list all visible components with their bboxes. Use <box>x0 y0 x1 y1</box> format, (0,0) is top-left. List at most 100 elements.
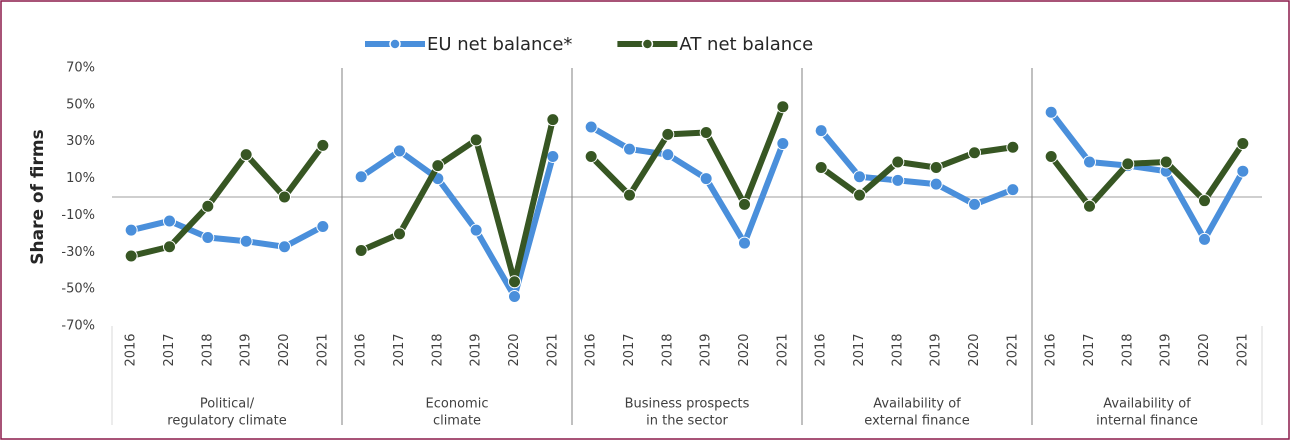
series-line <box>130 217 325 250</box>
group-label: Availability of <box>1103 397 1191 412</box>
marker <box>354 170 368 184</box>
marker <box>1083 155 1096 169</box>
marker <box>776 100 790 114</box>
marker <box>1083 199 1096 213</box>
marker <box>738 197 751 211</box>
marker <box>163 240 176 254</box>
x-tick-label: 2019 <box>239 333 254 366</box>
x-tick-label: 2021 <box>775 333 790 366</box>
legend-marker <box>641 38 654 50</box>
marker <box>1044 149 1058 163</box>
marker <box>431 159 445 173</box>
x-tick-label: 2018 <box>890 333 905 366</box>
marker <box>1006 183 1020 197</box>
marker <box>239 148 253 162</box>
marker <box>546 149 560 163</box>
marker <box>278 190 291 204</box>
marker <box>929 177 943 191</box>
x-tick-label: 2017 <box>162 333 177 366</box>
marker <box>584 120 598 134</box>
marker <box>393 227 406 241</box>
x-tick-label: 2021 <box>1005 333 1020 366</box>
x-tick-label: 2020 <box>277 333 292 366</box>
x-tick-label: 2018 <box>1120 333 1135 366</box>
y-axis-label: Share of firms <box>28 129 48 264</box>
marker <box>201 199 215 213</box>
marker <box>508 275 521 289</box>
marker <box>1236 137 1250 151</box>
x-tick-label: 2016 <box>1044 333 1059 366</box>
marker <box>623 188 636 202</box>
marker <box>814 124 828 138</box>
marker <box>853 170 866 184</box>
series-line <box>359 147 556 300</box>
marker <box>699 126 713 139</box>
marker <box>278 240 291 254</box>
series-line <box>1048 110 1246 243</box>
marker <box>546 113 560 127</box>
marker <box>738 236 751 250</box>
x-tick-label: 2021 <box>545 333 560 366</box>
marker <box>1198 232 1211 246</box>
marker <box>968 146 981 160</box>
marker <box>891 173 905 187</box>
marker <box>661 127 675 141</box>
x-tick-label: 2016 <box>584 333 599 366</box>
marker <box>316 138 330 152</box>
group-label: climate <box>433 414 481 429</box>
x-tick-label: 2017 <box>622 333 637 366</box>
marker <box>661 148 675 162</box>
x-tick-label: 2020 <box>737 333 752 366</box>
x-tick-label: 2019 <box>469 333 484 366</box>
x-tick-label: 2017 <box>392 333 407 366</box>
marker <box>584 149 598 163</box>
x-tick-label: 2019 <box>699 333 714 366</box>
marker <box>1159 155 1173 169</box>
series-line <box>589 105 786 208</box>
marker <box>1006 140 1020 154</box>
x-tick-label: 2016 <box>354 333 369 366</box>
x-tick-label: 2016 <box>814 333 829 366</box>
y-tick-label: 30% <box>66 134 95 149</box>
group-label: in the sector <box>646 414 728 429</box>
series-line <box>130 143 326 259</box>
marker <box>508 290 521 304</box>
x-tick-label: 2020 <box>1197 333 1212 366</box>
group-label: regulatory climate <box>167 414 286 429</box>
marker <box>891 155 905 169</box>
marker <box>1121 157 1135 171</box>
legend-marker <box>389 38 401 50</box>
x-tick-label: 2018 <box>430 333 445 366</box>
series-line <box>359 118 556 285</box>
marker <box>393 144 406 158</box>
group-label: Economic <box>426 397 489 412</box>
x-tick-label: 2017 <box>1082 333 1097 366</box>
marker <box>469 133 483 147</box>
y-tick-label: 70% <box>66 61 95 76</box>
marker <box>1044 105 1058 119</box>
group-label: external finance <box>864 414 969 429</box>
marker <box>469 223 483 237</box>
group-label: Availability of <box>873 397 961 412</box>
y-tick-label: -30% <box>61 245 95 260</box>
legend-label: EU net balance* <box>427 34 572 55</box>
marker <box>124 223 138 237</box>
marker <box>968 197 981 211</box>
marker <box>776 137 790 151</box>
marker <box>853 188 866 202</box>
y-tick-label: -70% <box>61 319 95 334</box>
x-tick-label: 2020 <box>507 333 522 366</box>
marker <box>929 161 943 175</box>
marker <box>699 172 713 186</box>
x-tick-label: 2016 <box>124 333 139 366</box>
group-label: Business prospects <box>625 397 750 412</box>
x-tick-label: 2018 <box>660 333 675 366</box>
y-tick-label: 50% <box>66 97 95 112</box>
marker <box>163 214 176 228</box>
y-tick-label: -10% <box>61 208 95 223</box>
marker <box>124 249 138 263</box>
marker <box>316 219 330 233</box>
group-label: internal finance <box>1096 414 1198 429</box>
y-tick-label: 10% <box>66 171 95 186</box>
